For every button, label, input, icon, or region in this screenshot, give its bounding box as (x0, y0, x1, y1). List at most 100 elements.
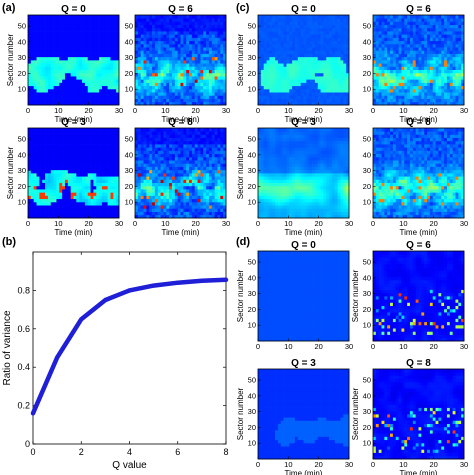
heatmap-cell (183, 166, 187, 171)
heatmap-cell (174, 37, 178, 42)
heatmap-cell (223, 176, 227, 180)
heatmap-cell (110, 156, 114, 161)
heatmap-cell (258, 88, 262, 93)
heatmap-cell (79, 179, 83, 183)
heatmap-cell (28, 189, 32, 193)
heatmap-cell (292, 50, 296, 54)
heatmap-cell (70, 205, 74, 209)
heatmap-cell (206, 15, 210, 19)
heatmap-cell (177, 205, 181, 209)
heatmap-cell (180, 34, 184, 38)
heatmap-cell (223, 37, 227, 42)
heatmap-cell (47, 72, 52, 77)
heatmap-cell (220, 85, 224, 90)
heatmap-cell (387, 79, 391, 83)
heatmap-cell (64, 198, 69, 203)
heatmap-cell (169, 128, 173, 132)
heatmap-cell (82, 82, 86, 87)
heatmap-cell (143, 185, 147, 190)
heatmap-cell (87, 160, 91, 164)
heatmap-cell (76, 182, 80, 187)
heatmap-cell (340, 24, 344, 29)
heatmap-cell (53, 182, 57, 187)
heatmap-cell (297, 37, 301, 42)
heatmap-cell (452, 79, 456, 83)
heatmap-cell (90, 53, 94, 58)
heatmap-cell (73, 166, 77, 171)
heatmap-cell (82, 128, 86, 132)
heatmap-cell (312, 63, 316, 67)
heatmap-cell (326, 85, 330, 90)
heatmap-cell (82, 85, 86, 90)
heatmap-cell (343, 63, 347, 67)
heatmap-cell (211, 195, 215, 200)
heatmap-cell (76, 95, 80, 99)
heatmap-cell (186, 205, 190, 209)
heatmap-cell (340, 85, 344, 90)
heatmap-cell (87, 40, 91, 45)
heatmap-cell (189, 88, 193, 93)
heatmap-cell (149, 182, 153, 187)
heatmap-cell (53, 95, 57, 99)
heatmap-cell (104, 131, 108, 135)
heatmap-cell (266, 92, 270, 96)
heatmap-cell (116, 98, 120, 103)
heatmap-cell (84, 198, 89, 203)
heatmap-cell (50, 101, 54, 106)
heatmap-cell (177, 185, 181, 190)
heatmap-cell (452, 82, 456, 87)
heatmap-cell (33, 98, 37, 103)
heatmap-cell (135, 131, 139, 135)
heatmap-cell (286, 37, 290, 42)
heatmap-cell (82, 88, 86, 93)
heatmap-cell (45, 56, 49, 61)
heatmap-cell (191, 163, 196, 167)
heatmap-cell (50, 144, 54, 148)
heatmap-cell (149, 211, 153, 216)
heatmap-cell (82, 95, 86, 99)
heatmap-cell (73, 85, 77, 90)
heatmap-cell (140, 15, 144, 19)
heatmap-cell (59, 176, 63, 180)
heatmap-cell (390, 66, 394, 70)
heatmap-cell (203, 185, 207, 190)
heatmap-cell (99, 56, 103, 61)
heatmap-cell (56, 82, 60, 87)
heatmap-cell (140, 60, 144, 64)
heatmap-cell (154, 176, 159, 180)
heatmap-cell (197, 153, 201, 158)
heatmap-cell (137, 85, 142, 90)
heatmap-cell (186, 137, 190, 142)
heatmap-cell (177, 153, 181, 158)
heatmap-cell (211, 79, 215, 83)
y-tick-label: 10 (18, 85, 26, 94)
heatmap-cell (62, 37, 66, 42)
heatmap-cell (331, 82, 336, 87)
heatmap-cell (84, 15, 89, 19)
heatmap-cell (154, 137, 159, 142)
heatmap-cell (269, 69, 273, 74)
heatmap-cell (289, 21, 293, 25)
heatmap-cell (169, 56, 173, 61)
heatmap-cell (418, 92, 422, 96)
heatmap-cell (79, 201, 83, 206)
heatmap-cell (116, 208, 120, 212)
heatmap-cell (461, 92, 465, 96)
heatmap-cell (189, 76, 193, 80)
heatmap-cell (275, 27, 279, 32)
heatmap-cell (260, 72, 265, 77)
heatmap-cell (409, 98, 414, 103)
heatmap-cell (220, 192, 224, 196)
heatmap-cell (294, 56, 299, 61)
heatmap-cell (33, 101, 37, 106)
heatmap-cell (272, 60, 276, 64)
heatmap-cell (189, 173, 193, 177)
heatmap-cell (149, 92, 153, 96)
heatmap-cell (93, 63, 97, 67)
heatmap-cell (306, 82, 310, 87)
heatmap-cell (33, 211, 37, 216)
heatmap-cell (113, 18, 117, 22)
heatmap-cell (30, 85, 35, 90)
heatmap-cell (189, 156, 193, 161)
heatmap-cell (59, 211, 63, 216)
